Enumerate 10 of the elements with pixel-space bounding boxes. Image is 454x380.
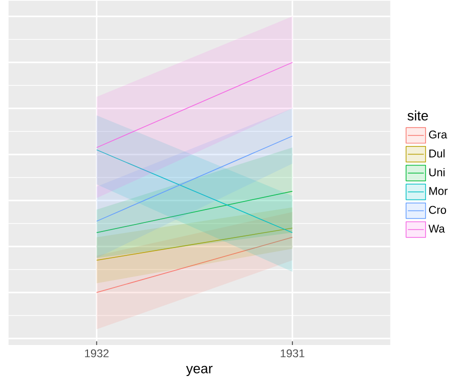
legend-label: Wa <box>428 224 445 233</box>
legend-label: Uni <box>429 168 445 176</box>
legend-label: Mor <box>429 187 448 195</box>
x-tick-label: 1931 <box>280 349 304 358</box>
legend-label: Cro <box>429 206 446 214</box>
legend-label: Gra <box>429 130 448 138</box>
x-axis-title: year <box>186 366 213 376</box>
legend-label: Dul <box>429 149 445 158</box>
legend-title: site <box>408 110 428 120</box>
x-tick-label: 1932 <box>85 349 109 358</box>
